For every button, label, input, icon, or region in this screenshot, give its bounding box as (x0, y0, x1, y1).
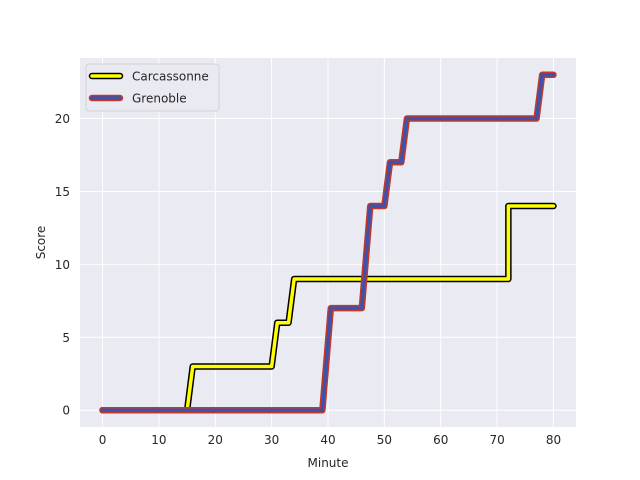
y-tick-label: 10 (55, 258, 70, 272)
x-tick-label: 10 (151, 433, 166, 447)
x-axis-label: Minute (308, 456, 349, 470)
x-tick-label: 30 (264, 433, 279, 447)
y-tick-label: 20 (55, 112, 70, 126)
x-tick-label: 20 (208, 433, 223, 447)
x-tick-label: 40 (320, 433, 335, 447)
x-tick-label: 50 (377, 433, 392, 447)
x-tick-label: 60 (433, 433, 448, 447)
x-tick-label: 70 (489, 433, 504, 447)
legend-label-carcassonne: Carcassonne (132, 70, 209, 84)
series-lines (99, 71, 557, 414)
y-axis-label: Score (34, 226, 48, 260)
x-tick-label: 80 (546, 433, 561, 447)
series-line-carcassonne (100, 204, 556, 412)
series-line-grenoble (100, 73, 556, 412)
y-tick-label: 15 (55, 185, 70, 199)
y-axis-ticks: 0 5 10 15 20 (55, 112, 70, 418)
legend-label-grenoble: Grenoble (132, 92, 187, 106)
y-tick-label: 5 (62, 331, 70, 345)
legend: Carcassonne Grenoble (85, 63, 220, 112)
y-tick-label: 0 (62, 404, 70, 418)
x-tick-label: 0 (99, 433, 107, 447)
x-axis-ticks: 0 10 20 30 40 50 60 70 80 (99, 433, 561, 447)
